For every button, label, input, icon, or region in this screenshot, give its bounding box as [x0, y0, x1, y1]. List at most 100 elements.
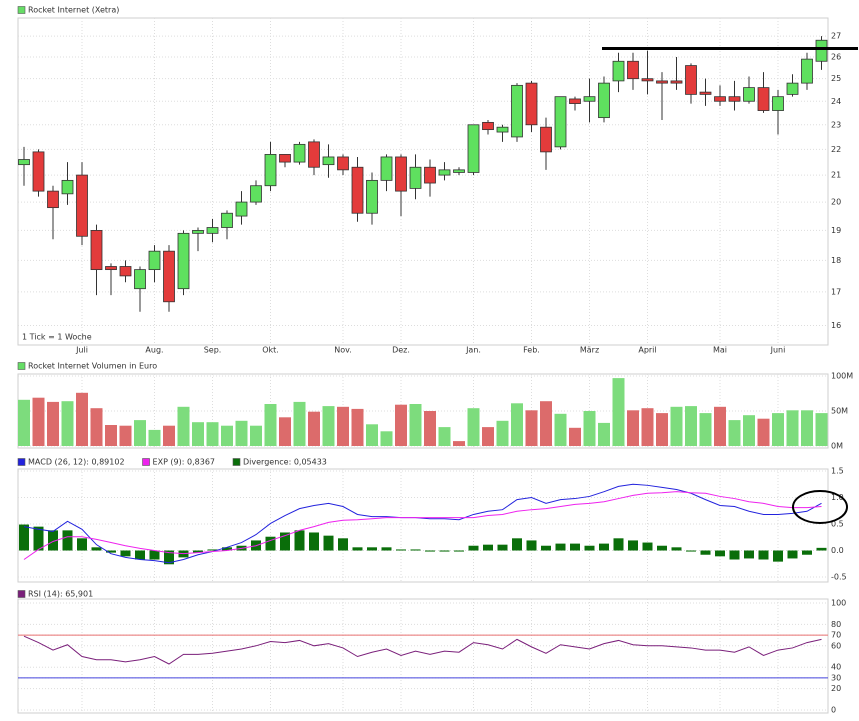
divergence-bar: [62, 530, 73, 551]
y-tick-label: 20: [831, 198, 841, 207]
volume-bar: [308, 411, 320, 446]
legend-label: RSI (14): 65,901: [28, 590, 93, 599]
divergence-bar: [323, 535, 334, 551]
y-tick-label: 26: [831, 52, 841, 61]
y-tick-label: 24: [831, 97, 841, 106]
y-tick-label: 21: [831, 171, 841, 180]
divergence-bar: [135, 550, 145, 560]
legend-label: EXP (9): 0,8367: [153, 458, 215, 467]
divergence-bar: [33, 526, 44, 551]
candle-body: [714, 96, 726, 102]
divergence-bar: [19, 524, 29, 551]
candle-body: [612, 60, 625, 82]
x-tick-label: Okt.: [262, 346, 279, 355]
divergence-bar: [671, 547, 682, 551]
y-tick-label: 1.5: [831, 467, 844, 476]
divergence-bar: [120, 550, 131, 557]
candle-body: [554, 96, 567, 148]
candle-body: [395, 156, 407, 192]
volume-bar: [453, 441, 465, 446]
volume-bar: [438, 427, 451, 446]
divergence-bar: [48, 530, 58, 551]
volume-bar: [61, 401, 74, 446]
legend-swatch: [17, 6, 26, 14]
divergence-bar: [555, 543, 566, 551]
x-tick-label: April: [638, 346, 656, 355]
candle-body: [264, 154, 277, 187]
candle-body: [322, 156, 335, 166]
legend-label: MACD (26, 12): 0,89102: [28, 458, 125, 467]
volume-bar: [322, 406, 335, 446]
y-tick-label: 0.0: [831, 546, 844, 555]
divergence-bar: [715, 550, 725, 557]
divergence-bar: [686, 550, 696, 552]
annotation: 1 Tick = 1 Woche: [22, 333, 92, 342]
volume-bar: [772, 413, 784, 446]
volume-bar: [264, 404, 277, 446]
divergence-bar: [222, 547, 232, 551]
candle-body: [380, 156, 393, 181]
divergence-bar: [280, 532, 290, 551]
legend-swatch: [142, 458, 150, 466]
divergence-bar: [425, 550, 435, 552]
x-tick-label: Juni: [770, 346, 786, 355]
legend-label: Rocket Internet Volumen in Euro: [28, 362, 157, 371]
y-tick-label: 18: [831, 256, 841, 265]
volume-bar: [815, 413, 828, 446]
candle-body: [685, 65, 697, 95]
candle-body: [815, 39, 828, 62]
volume-bar: [119, 425, 132, 446]
y-tick-label: 25: [831, 74, 841, 83]
volume-bar: [699, 413, 712, 446]
y-tick-label: 17: [831, 287, 841, 296]
volume-bar: [32, 397, 45, 446]
volume-bar: [47, 401, 59, 446]
volume-bar: [206, 422, 219, 446]
divergence-bar: [700, 550, 711, 555]
y-tick-label: 100M: [831, 372, 853, 381]
divergence-bar: [410, 549, 421, 551]
volume-bar: [757, 418, 770, 446]
candle-body: [235, 201, 248, 217]
y-tick-label: 1.0: [831, 493, 844, 502]
volume-bar: [177, 406, 190, 446]
volume-bar: [351, 408, 364, 446]
volume-bar: [801, 410, 813, 446]
candle-body: [511, 84, 523, 138]
volume-bar: [569, 427, 581, 446]
candle-body: [47, 190, 59, 209]
volume-bar: [380, 431, 393, 446]
divergence-bar: [367, 547, 377, 551]
volume-bar: [337, 406, 349, 446]
candle-body: [308, 141, 320, 168]
candle-body: [177, 232, 190, 290]
divergence-bar: [541, 545, 551, 551]
volume-bar: [482, 427, 494, 446]
candle-body: [453, 169, 465, 173]
candle-body: [148, 250, 161, 271]
candle-body: [250, 185, 262, 203]
volume-bar: [395, 404, 407, 446]
divergence-bar: [338, 538, 348, 551]
legend-label: Divergence: 0,05433: [243, 458, 327, 467]
candle-body: [221, 212, 233, 228]
volume-bar: [786, 410, 799, 446]
y-tick-label: 0: [831, 706, 836, 715]
divergence-bar: [193, 550, 203, 553]
volume-bar: [670, 406, 683, 446]
divergence-bar: [468, 545, 479, 551]
candle-body: [467, 124, 480, 173]
candle-body: [482, 121, 494, 131]
divergence-bar: [657, 545, 667, 551]
divergence-bar: [77, 538, 87, 551]
volume-bar: [641, 408, 654, 446]
volume-bar: [467, 408, 480, 446]
candle-body: [337, 156, 349, 171]
volume-bar: [540, 401, 552, 446]
candle-body: [525, 82, 538, 126]
volume-bar: [627, 410, 639, 446]
divergence-bar: [352, 547, 363, 551]
macd-panel: [17, 468, 829, 583]
candle-body: [163, 250, 175, 303]
rsi-panel: [17, 598, 829, 714]
